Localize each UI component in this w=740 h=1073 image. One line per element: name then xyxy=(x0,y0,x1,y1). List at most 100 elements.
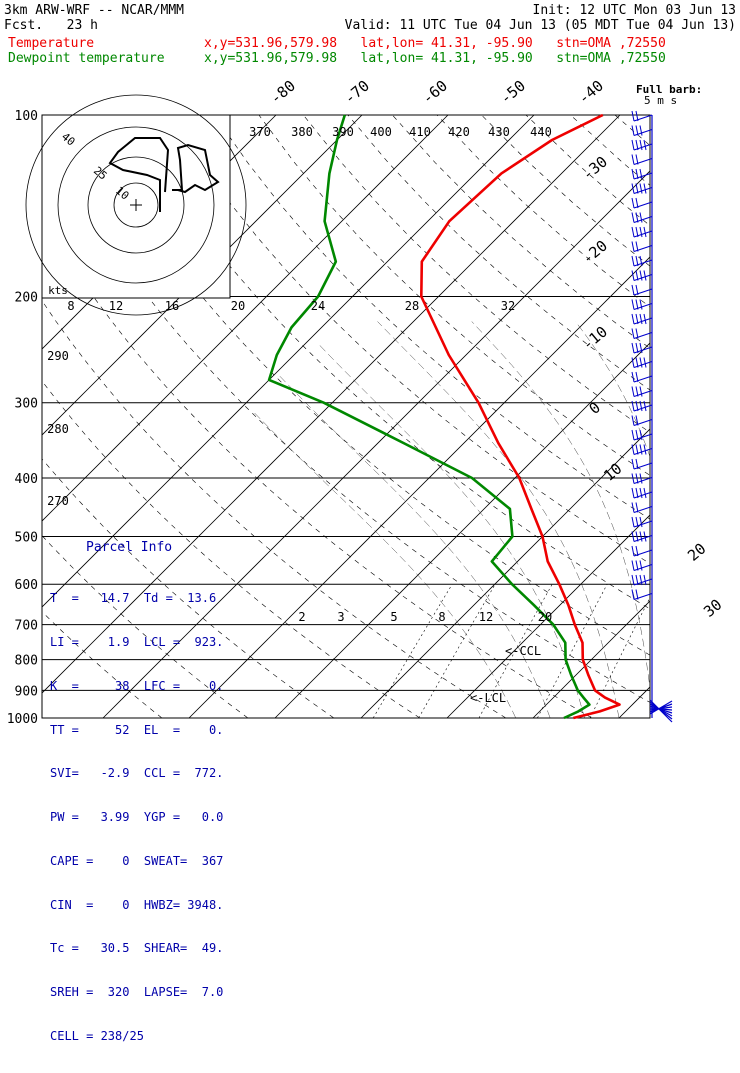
dry-adiabat xyxy=(437,115,740,718)
wind-barb-feather xyxy=(640,213,642,223)
wind-barb-feather xyxy=(632,488,634,498)
wind-barb-feather xyxy=(640,387,642,397)
hodograph-speed-label: 12 xyxy=(109,299,123,313)
theta-label: 430 xyxy=(488,125,510,139)
pressure-label: 700 xyxy=(15,619,38,634)
temp-label: -40 xyxy=(575,77,607,108)
dry-adiabat xyxy=(704,115,740,718)
wind-barb-feather xyxy=(632,329,634,339)
parcel-row: CELL = 238/25 xyxy=(50,1029,223,1044)
wind-barb-feather xyxy=(644,488,646,498)
wind-barb-feather xyxy=(644,358,646,368)
parcel-row: LI = 1.9 LCL = 923. xyxy=(50,635,223,650)
moist-adiabat xyxy=(319,344,585,718)
dry-adiabat xyxy=(482,115,740,718)
parcel-row: Tc = 30.5 SHEAR= 49. xyxy=(50,941,223,956)
pressure-label: 400 xyxy=(15,472,38,487)
wind-barb-feather xyxy=(640,126,642,136)
dry-adiabat xyxy=(214,115,740,718)
temp-label: -30 xyxy=(579,153,611,184)
parcel-row: K = 38 LFC = 0. xyxy=(50,679,223,694)
hodograph-speed-label: 8 xyxy=(67,299,74,313)
wind-barb-feather xyxy=(640,575,642,585)
wind-barb-feather xyxy=(632,285,634,295)
theta-label: 390 xyxy=(332,125,354,139)
wind-barb-feather xyxy=(632,227,634,237)
wind-barb-feather xyxy=(644,184,646,194)
isotherm-line xyxy=(705,115,740,718)
wind-barb-feather xyxy=(640,271,642,281)
wind-barb-feather xyxy=(632,155,634,165)
wind-barb-feather xyxy=(632,198,634,208)
hodograph-speed-label: 28 xyxy=(405,299,419,313)
pressure-label: 300 xyxy=(15,397,38,412)
wind-barb-feather xyxy=(640,358,642,368)
wind-barb-feather xyxy=(644,314,646,324)
wind-barb-feather xyxy=(640,561,642,571)
wind-barb-feather xyxy=(632,140,634,150)
isotherm-line xyxy=(275,115,740,718)
sounding-curves xyxy=(269,115,619,718)
hodograph xyxy=(26,95,246,315)
dry-adiabat xyxy=(348,115,740,718)
temp-label: -80 xyxy=(267,77,299,108)
wind-barb-feather xyxy=(644,227,646,237)
pressure-label: 100 xyxy=(15,109,38,124)
wind-barb-feather xyxy=(640,517,642,527)
theta-label: 380 xyxy=(291,125,313,139)
theta-label: 370 xyxy=(249,125,271,139)
wind-barb-feather xyxy=(632,372,634,382)
mixing-ratio-label: 3 xyxy=(337,610,344,624)
theta-label: 270 xyxy=(47,494,69,508)
mixing-ratio-label: 20 xyxy=(538,610,552,624)
wind-barb-feather xyxy=(640,227,642,237)
mixing-ratio-label: 8 xyxy=(438,610,445,624)
wind-barb-feather xyxy=(632,111,634,121)
theta-label: 440 xyxy=(530,125,552,139)
temp-label: 30 xyxy=(700,595,725,620)
temp-label: -20 xyxy=(579,237,611,268)
wind-barb-feather xyxy=(632,169,634,179)
wind-barb-feather xyxy=(632,343,634,353)
wind-barb-feather xyxy=(632,300,634,310)
theta-label: 290 xyxy=(47,349,69,363)
wind-barb-feather xyxy=(632,256,634,266)
moist-adiabat xyxy=(676,322,723,719)
pressure-label: 600 xyxy=(15,578,38,593)
temp-label: 0 xyxy=(586,398,604,418)
wind-barb-feather xyxy=(632,575,634,585)
theta-label: 400 xyxy=(370,125,392,139)
dry-adiabat xyxy=(660,115,740,718)
wind-barb-feather xyxy=(632,213,634,223)
lcl-marker: <-LCL xyxy=(470,691,506,705)
wind-barb-feather xyxy=(640,140,642,150)
wind-barb-feather xyxy=(632,314,634,324)
wind-barb-feather xyxy=(644,445,646,455)
moist-adiabat xyxy=(279,375,550,718)
wind-barb-feather xyxy=(632,459,634,469)
dry-adiabat xyxy=(259,115,740,718)
wind-barb-feather xyxy=(632,416,634,426)
parcel-row: TT = 52 EL = 0. xyxy=(50,723,223,738)
parcel-row: CAPE = 0 SWEAT= 367 xyxy=(50,854,223,869)
wind-barb-feather xyxy=(632,561,634,571)
wind-barb-feather xyxy=(640,488,642,498)
hodograph-speed-label: 24 xyxy=(311,299,325,313)
wind-barb-feather xyxy=(632,517,634,527)
wind-barb-feather xyxy=(644,271,646,281)
temp-label: -60 xyxy=(419,77,451,108)
wind-barbs xyxy=(632,111,672,722)
skewt-diagram: 3km ARW-WRF -- NCAR/MMM Fcst. 23 h Init:… xyxy=(0,0,740,740)
pressure-label: 900 xyxy=(15,684,38,699)
pressure-label: 1000 xyxy=(7,712,38,727)
wind-barb-feather xyxy=(644,575,646,585)
wind-barb-feather xyxy=(632,126,634,136)
moist-adiabat xyxy=(253,411,516,718)
wind-barb-feather xyxy=(632,271,634,281)
parcel-row: PW = 3.99 YGP = 0.0 xyxy=(50,810,223,825)
dry-adiabat xyxy=(392,115,740,718)
parcel-info-table: T = 14.7 Td = 13.6 LI = 1.9 LCL = 923. K… xyxy=(50,562,223,1073)
temp-label: -50 xyxy=(497,77,529,108)
theta-label: 410 xyxy=(409,125,431,139)
wind-barb-feather xyxy=(640,256,642,266)
